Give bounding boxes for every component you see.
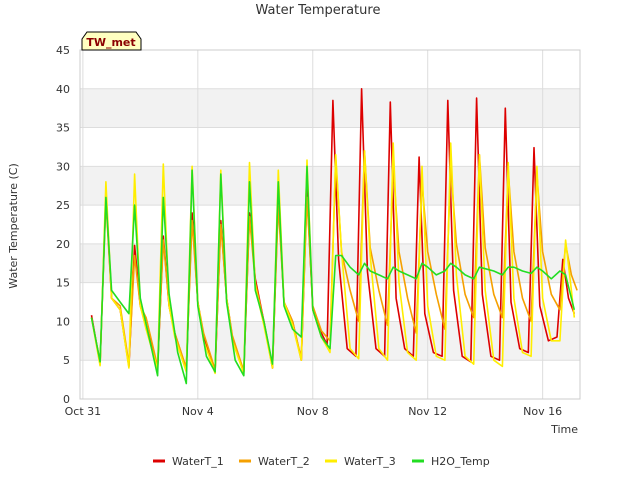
plot-border bbox=[79, 49, 581, 400]
background-band bbox=[80, 88, 580, 128]
y-tick-label: 10 bbox=[56, 315, 70, 328]
y-axis-ticks: 0 5 10 15 20 25 30 35 40 45 bbox=[56, 44, 70, 406]
y-tick-label: 15 bbox=[56, 277, 70, 290]
x-tick-label: Nov 4 bbox=[182, 405, 214, 418]
legend-item: H2O_Temp bbox=[412, 455, 490, 468]
x-tick-label: Nov 16 bbox=[523, 405, 562, 418]
y-tick-label: 25 bbox=[56, 199, 70, 212]
series-layer bbox=[90, 88, 578, 385]
x-tick-label: Oct 31 bbox=[65, 405, 102, 418]
legend-label: WaterT_3 bbox=[344, 455, 396, 468]
series-line-H2O_Temp bbox=[90, 165, 576, 385]
y-tick-label: 5 bbox=[63, 354, 70, 367]
x-axis-label: Time bbox=[550, 423, 578, 436]
y-axis-label: Water Temperature (C) bbox=[7, 163, 20, 288]
x-tick-label: Nov 8 bbox=[297, 405, 329, 418]
legend-item: WaterT_1 bbox=[153, 455, 224, 468]
y-tick-label: 35 bbox=[56, 122, 70, 135]
y-tick-label: 20 bbox=[56, 238, 70, 251]
chart-title: Water Temperature bbox=[256, 3, 381, 18]
legend-label: WaterT_2 bbox=[258, 455, 310, 468]
series-line-WaterT_3 bbox=[90, 142, 576, 375]
x-tick-label: Nov 12 bbox=[408, 405, 447, 418]
legend: WaterT_1 WaterT_2 WaterT_3 H2O_Temp bbox=[153, 455, 490, 468]
legend-item: WaterT_3 bbox=[325, 455, 396, 468]
y-tick-label: 45 bbox=[56, 44, 70, 57]
legend-item: WaterT_2 bbox=[239, 455, 310, 468]
site-label-badge: TW_met bbox=[81, 31, 142, 51]
y-tick-label: 40 bbox=[56, 83, 70, 96]
y-tick-label: 0 bbox=[63, 393, 70, 406]
legend-label: H2O_Temp bbox=[431, 455, 490, 468]
x-axis-ticks: Oct 31 Nov 4 Nov 8 Nov 12 Nov 16 bbox=[65, 405, 563, 418]
site-label-text: TW_met bbox=[86, 36, 135, 49]
legend-label: WaterT_1 bbox=[172, 455, 224, 468]
y-tick-label: 30 bbox=[56, 160, 70, 173]
